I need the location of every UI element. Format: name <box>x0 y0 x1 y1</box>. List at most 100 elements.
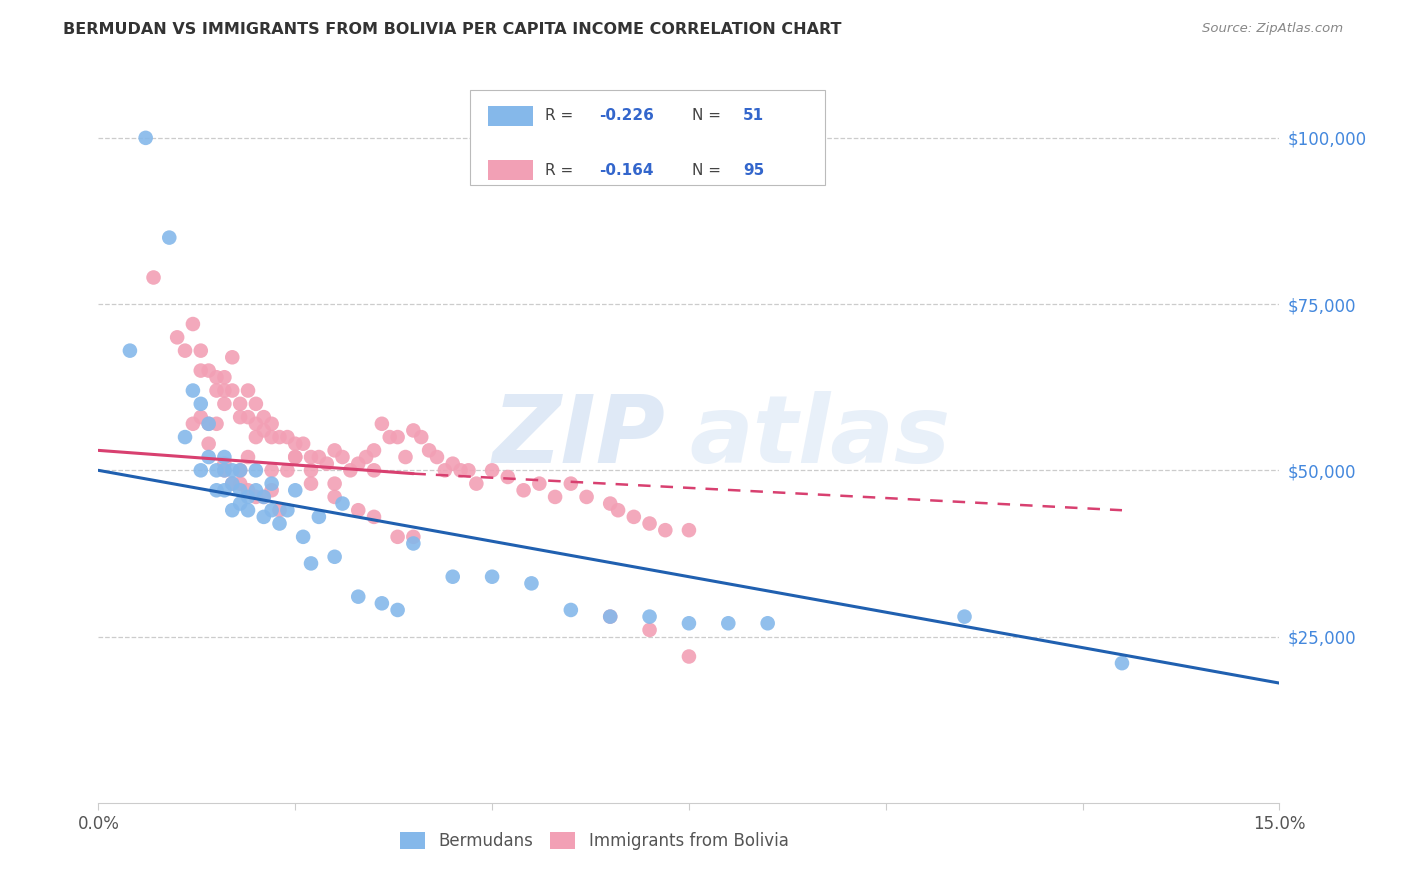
Point <box>245 490 267 504</box>
Point <box>236 450 259 464</box>
FancyBboxPatch shape <box>471 90 825 185</box>
Point <box>441 570 464 584</box>
Point <box>299 557 322 571</box>
Text: atlas: atlas <box>689 391 950 483</box>
Point <box>292 436 315 450</box>
Point <box>190 363 212 377</box>
Point <box>236 410 259 425</box>
Point <box>623 509 645 524</box>
Point <box>260 503 283 517</box>
Point <box>214 463 236 477</box>
Point <box>354 450 377 464</box>
Point <box>433 463 456 477</box>
Text: R =: R = <box>546 162 578 178</box>
Point <box>197 450 219 464</box>
Point <box>387 530 409 544</box>
Point <box>221 384 243 398</box>
Point <box>205 483 228 498</box>
Point <box>299 476 322 491</box>
Point <box>1111 656 1133 670</box>
Point <box>371 596 394 610</box>
Point <box>363 509 385 524</box>
Point <box>260 463 283 477</box>
Point <box>157 230 180 244</box>
Point <box>221 503 243 517</box>
Point <box>332 450 354 464</box>
Point <box>457 463 479 477</box>
Point <box>387 603 409 617</box>
Text: 95: 95 <box>744 162 765 178</box>
Point <box>308 450 330 464</box>
Point <box>575 490 598 504</box>
Point <box>253 509 276 524</box>
Point <box>269 516 291 531</box>
Point <box>236 384 259 398</box>
Point <box>221 476 243 491</box>
Point <box>465 476 488 491</box>
Point <box>378 430 401 444</box>
Point <box>284 450 307 464</box>
Point <box>229 410 252 425</box>
Point <box>229 463 252 477</box>
Point <box>481 463 503 477</box>
Point <box>276 503 298 517</box>
Text: Source: ZipAtlas.com: Source: ZipAtlas.com <box>1202 22 1343 36</box>
Text: N =: N = <box>693 162 727 178</box>
Point <box>607 503 630 517</box>
Point <box>544 490 567 504</box>
Point <box>205 384 228 398</box>
Point <box>402 536 425 550</box>
Point <box>512 483 534 498</box>
Point <box>190 463 212 477</box>
Point <box>284 483 307 498</box>
Point <box>387 430 409 444</box>
Point <box>339 463 361 477</box>
Point <box>638 609 661 624</box>
Point <box>260 417 283 431</box>
Point <box>332 497 354 511</box>
Point <box>323 549 346 564</box>
Point <box>299 450 322 464</box>
Point <box>260 476 283 491</box>
Legend: Bermudans, Immigrants from Bolivia: Bermudans, Immigrants from Bolivia <box>394 825 796 856</box>
Text: N =: N = <box>693 109 727 123</box>
Point <box>221 476 243 491</box>
Point <box>717 616 740 631</box>
Point <box>953 609 976 624</box>
Text: -0.164: -0.164 <box>599 162 654 178</box>
Point <box>142 270 165 285</box>
Point <box>418 443 440 458</box>
Point <box>756 616 779 631</box>
Point <box>197 436 219 450</box>
Point <box>253 410 276 425</box>
Point <box>253 424 276 438</box>
Point <box>229 483 252 498</box>
Point <box>529 476 551 491</box>
Point <box>654 523 676 537</box>
Point <box>190 343 212 358</box>
Point <box>363 443 385 458</box>
Point <box>245 430 267 444</box>
Point <box>236 503 259 517</box>
Point <box>181 384 204 398</box>
Point <box>197 417 219 431</box>
Point <box>678 649 700 664</box>
Point <box>197 363 219 377</box>
Point <box>260 430 283 444</box>
Point <box>260 483 283 498</box>
Text: ZIP: ZIP <box>492 391 665 483</box>
Point <box>371 417 394 431</box>
Point <box>678 523 700 537</box>
Point <box>190 397 212 411</box>
Point <box>236 490 259 504</box>
Point <box>450 463 472 477</box>
Point <box>253 490 276 504</box>
Point <box>253 490 276 504</box>
Point <box>638 516 661 531</box>
Point <box>323 490 346 504</box>
Point <box>181 417 204 431</box>
Point <box>236 483 259 498</box>
Point <box>441 457 464 471</box>
FancyBboxPatch shape <box>488 106 533 127</box>
Point <box>323 443 346 458</box>
